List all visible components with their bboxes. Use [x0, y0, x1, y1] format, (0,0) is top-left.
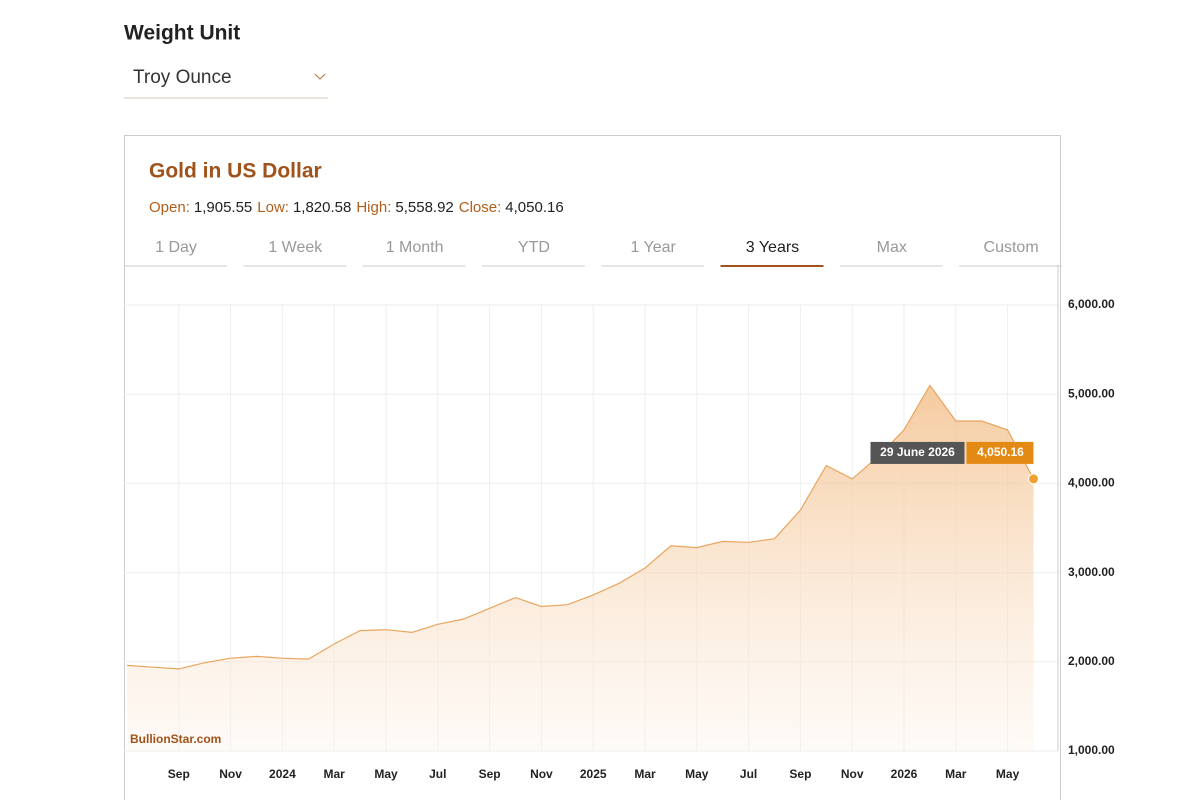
y-tick-label: 5,000.00: [1068, 386, 1115, 400]
tooltip-date-box: [870, 441, 965, 464]
tab-label: 1 Month: [386, 239, 444, 256]
ohlc-value: 5,558.92: [395, 199, 453, 216]
x-tick-label: Nov: [530, 767, 553, 781]
tooltip-date: 29 June 2026: [880, 445, 955, 459]
tab[interactable]: 1 Month: [362, 239, 466, 267]
x-tick-label: Sep: [789, 767, 811, 781]
watermark: BullionStar.com: [130, 732, 221, 746]
tab[interactable]: Custom: [959, 239, 1063, 267]
tab-label: 3 Years: [746, 239, 799, 256]
tab-label: Custom: [984, 239, 1039, 256]
x-tick-label: Mar: [324, 767, 346, 781]
tab[interactable]: Max: [839, 239, 943, 267]
ohlc-label: Open:: [149, 199, 190, 216]
ohlc-label: High:: [356, 199, 391, 216]
tab-label: 1 Day: [155, 239, 197, 256]
ohlc-value: 4,050.16: [505, 199, 563, 216]
tooltip-value-box: [966, 441, 1034, 464]
tooltip-value: 4,050.16: [977, 445, 1024, 459]
plot: 1,000.00 2,000.00 3,000.00 4,000.00 5,000.00…: [124, 265, 1115, 781]
x-tick-label: Jul: [740, 767, 757, 781]
ohlc-label: Close:: [459, 199, 502, 216]
weight-label: Weight Unit: [124, 22, 240, 45]
x-tick-label: 2024: [269, 767, 296, 781]
ohlc-label: Low:: [257, 199, 289, 216]
y-tick-label: 4,000.00: [1068, 476, 1115, 490]
chart-frame: [124, 135, 1061, 805]
x-tick-label: May: [996, 767, 1020, 781]
tab-label: 1 Year: [631, 239, 677, 256]
select-value: Troy Ounce: [133, 67, 232, 88]
x-tick-label: Mar: [945, 767, 967, 781]
tab[interactable]: 1 Year: [601, 239, 705, 267]
x-tick-label: Sep: [479, 767, 501, 781]
tab-label: YTD: [518, 239, 550, 256]
y-tick-label: 3,000.00: [1068, 565, 1115, 579]
tab[interactable]: 1 Day: [124, 239, 227, 267]
x-tick-label: 2026: [891, 767, 918, 781]
x-tick-label: May: [374, 767, 398, 781]
y-tick-label: 1,000.00: [1068, 743, 1115, 757]
x-tick-label: Jul: [429, 767, 446, 781]
x-tick-label: Sep: [168, 767, 190, 781]
chevron: [314, 73, 326, 80]
chart-title: Gold in US Dollar: [149, 160, 322, 183]
unit-select[interactable]: Troy Ounce: [124, 67, 328, 99]
x-tick-label: Mar: [634, 767, 656, 781]
tab[interactable]: 3 Years: [720, 239, 824, 267]
ohlc-value: 1,905.55: [194, 199, 252, 216]
x-tick-label: Nov: [841, 767, 864, 781]
x-tick-label: Nov: [219, 767, 242, 781]
area: [127, 385, 1034, 751]
y-tick-label: 6,000.00: [1068, 297, 1115, 311]
tab-label: Max: [877, 239, 907, 256]
ohlc: Open: 1,905.55 Low: 1,820.58 High: 5,558.92 Cl…: [149, 199, 564, 216]
ohlc-value: 1,820.58: [293, 199, 351, 216]
tab[interactable]: 1 Week: [243, 239, 347, 267]
x-tick-label: May: [685, 767, 709, 781]
tab[interactable]: YTD: [481, 239, 585, 267]
tab-label: 1 Week: [268, 239, 323, 256]
tabs: 1 Day 1 Week 1 Month YTD 1 Year 3 Years Max Cus…: [124, 239, 1063, 267]
point-marker: [1028, 473, 1039, 485]
x-tick-label: 2025: [580, 767, 607, 781]
y-tick-label: 2,000.00: [1068, 654, 1115, 668]
